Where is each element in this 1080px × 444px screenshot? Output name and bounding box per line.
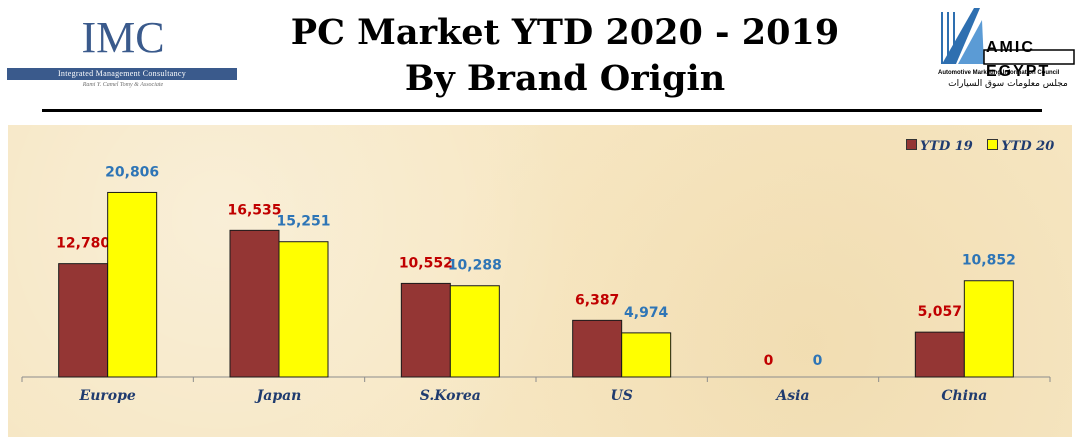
data-label: 4,974	[624, 305, 669, 321]
data-label: 5,057	[918, 304, 962, 320]
data-label: 10,552	[399, 255, 453, 271]
data-label: 0	[764, 353, 774, 369]
imc-logo-name: Integrated Management Consultancy	[7, 68, 237, 80]
bar-skorea-series-1	[400, 282, 451, 378]
bar-us-series-2	[621, 332, 672, 378]
data-label: 0	[813, 353, 823, 369]
amic-logo-graphic	[941, 8, 1075, 65]
x-tick-label: Asia	[774, 388, 809, 404]
amic-logo-caption: Automotive Marketing Information Council	[938, 70, 1060, 76]
header-divider	[42, 109, 1042, 112]
chart-legend: YTD 19 YTD 20	[906, 139, 1064, 154]
imc-logo-tagline: Rami Y. Camel Tomy & Associate	[82, 82, 164, 88]
data-label: 10,288	[448, 258, 502, 274]
bar-skorea-series-2	[449, 285, 500, 378]
header: IMC Integrated Management Consultancy Ra…	[0, 0, 1080, 120]
bar-china-series-1	[914, 331, 965, 378]
amic-logo-mark: AMIC EGYPT	[986, 39, 1051, 80]
bar-europe-series-1	[58, 263, 109, 378]
x-tick-label: US	[611, 388, 633, 404]
amic-logo: AMIC EGYPT Automotive Marketing Informat…	[928, 6, 1078, 98]
x-tick-label: Europe	[79, 388, 136, 404]
bar-japan-series-2	[278, 241, 329, 378]
legend-item-ytd19: YTD 19	[906, 139, 973, 154]
bar-japan-series-1	[229, 229, 280, 378]
imc-logo: IMC Integrated Management Consultancy Ra…	[5, 12, 241, 92]
data-label: 12,780	[56, 236, 110, 252]
imc-logo-mark: IMC	[81, 13, 165, 62]
title-line-1: PC Market YTD 2020 - 2019	[290, 12, 840, 53]
legend-label-ytd19: YTD 19	[920, 139, 973, 154]
data-label: 16,535	[227, 202, 281, 218]
x-tick-label: China	[941, 388, 987, 404]
bar-europe-series-2	[107, 191, 158, 378]
legend-item-ytd20: YTD 20	[987, 139, 1054, 154]
chart-panel	[8, 125, 1072, 437]
page-title: PC Market YTD 2020 - 2019 By Brand Origi…	[250, 10, 880, 102]
legend-swatch-ytd19	[906, 139, 917, 150]
bar-us-series-1	[572, 319, 623, 378]
title-line-2: By Brand Origin	[404, 58, 726, 99]
x-tick-label: Japan	[254, 388, 302, 404]
x-tick-label: S.Korea	[420, 388, 481, 404]
legend-swatch-ytd20	[987, 139, 999, 150]
data-label: 15,251	[276, 214, 330, 230]
data-label: 10,852	[962, 253, 1016, 269]
amic-logo-arabic: مجلس معلومات سوق السيارات	[948, 79, 1068, 89]
data-label: 20,806	[105, 164, 159, 180]
legend-label-ytd20: YTD 20	[1001, 139, 1055, 154]
data-label: 6,387	[575, 292, 619, 308]
bar-china-series-2	[963, 280, 1014, 378]
